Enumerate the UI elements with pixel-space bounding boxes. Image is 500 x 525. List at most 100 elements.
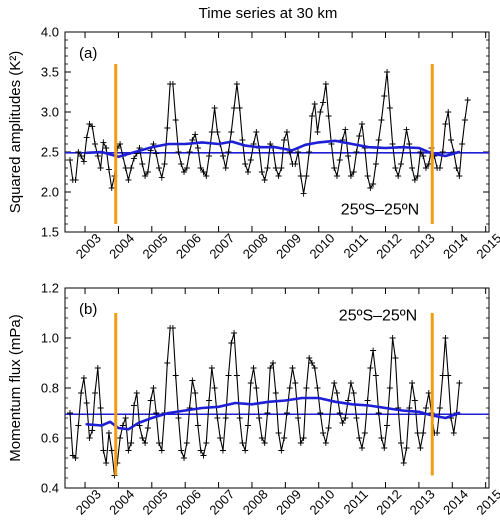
monthly-point bbox=[356, 133, 363, 139]
monthly-point bbox=[347, 380, 354, 386]
plot-frame bbox=[64, 31, 490, 233]
monthly-point bbox=[456, 380, 463, 386]
monthly-point bbox=[420, 430, 427, 436]
x-tick-label: 2008 bbox=[240, 231, 271, 262]
monthly-point bbox=[211, 385, 218, 391]
x-tick-label: 2011 bbox=[341, 487, 371, 517]
y-tick-label: 1.2 bbox=[41, 281, 59, 296]
monthly-point bbox=[367, 365, 374, 371]
monthly-point bbox=[270, 360, 277, 366]
monthly-point bbox=[203, 173, 210, 179]
x-tick-label: 2008 bbox=[240, 487, 271, 518]
monthly-point bbox=[320, 430, 327, 436]
monthly-point bbox=[420, 153, 427, 159]
monthly-point bbox=[244, 169, 251, 175]
x-tick-label: 2009 bbox=[273, 487, 304, 518]
monthly-point bbox=[158, 447, 165, 454]
monthly-point bbox=[83, 134, 90, 141]
monthly-point bbox=[142, 173, 149, 179]
monthly-point bbox=[375, 137, 382, 143]
monthly-point bbox=[409, 165, 416, 171]
monthly-point bbox=[208, 365, 215, 371]
x-tick-label: 2003 bbox=[73, 231, 104, 262]
region-annotation: 25ºS–25ºN bbox=[339, 308, 417, 325]
monthly-point bbox=[317, 410, 324, 416]
monthly-point bbox=[175, 415, 182, 421]
monthly-point bbox=[100, 139, 107, 146]
monthly-point bbox=[169, 325, 176, 331]
monthly-point bbox=[331, 165, 338, 171]
monthly-point bbox=[139, 161, 146, 167]
x-tick-label: 2013 bbox=[407, 231, 438, 262]
monthly-point bbox=[139, 435, 146, 441]
monthly-point bbox=[384, 69, 391, 75]
plot-frame bbox=[64, 287, 490, 489]
x-tick-label: 2012 bbox=[373, 231, 404, 262]
monthly-point bbox=[283, 410, 290, 416]
monthly-point bbox=[375, 410, 382, 416]
y-tick-label: 0.4 bbox=[41, 481, 59, 496]
monthly-point bbox=[258, 435, 265, 441]
monthly-point bbox=[69, 452, 76, 459]
monthly-point bbox=[306, 149, 313, 155]
x-tick-label: 2006 bbox=[173, 231, 204, 262]
monthly-point bbox=[72, 177, 79, 183]
monthly-point bbox=[105, 430, 112, 436]
monthly-point bbox=[203, 440, 210, 446]
monthly-point bbox=[222, 165, 229, 171]
monthly-point bbox=[403, 126, 410, 133]
monthly-point bbox=[278, 447, 285, 454]
x-tick-label: 2005 bbox=[140, 231, 171, 262]
monthly-point bbox=[258, 169, 265, 175]
monthly-point bbox=[308, 360, 315, 366]
x-tick-label: 2004 bbox=[106, 231, 137, 262]
monthly-point bbox=[367, 185, 374, 191]
monthly-point bbox=[253, 129, 260, 135]
monthly-point bbox=[103, 145, 110, 151]
monthly-point bbox=[156, 165, 163, 171]
monthly-point bbox=[100, 447, 107, 454]
x-tick-label: 2014 bbox=[440, 487, 471, 518]
monthly-point bbox=[289, 365, 296, 371]
monthly-point bbox=[158, 174, 165, 181]
monthly-point bbox=[378, 117, 385, 123]
monthly-point bbox=[281, 137, 288, 143]
monthly-point bbox=[392, 355, 399, 361]
monthly-point bbox=[386, 105, 393, 111]
y-tick-label: 1.0 bbox=[41, 331, 59, 346]
monthly-point bbox=[178, 447, 185, 454]
monthly-point bbox=[89, 427, 96, 434]
monthly-point bbox=[361, 430, 368, 436]
running-mean-line bbox=[85, 139, 461, 159]
monthly-point bbox=[147, 397, 154, 404]
monthly-point bbox=[461, 117, 468, 123]
monthly-point bbox=[414, 430, 421, 436]
monthly-point bbox=[97, 165, 104, 171]
monthly-point bbox=[83, 400, 90, 406]
running-mean-line bbox=[85, 396, 461, 431]
monthly-point bbox=[125, 177, 132, 183]
monthly-point bbox=[303, 173, 310, 179]
monthly-point bbox=[392, 165, 399, 171]
monthly-point bbox=[75, 149, 82, 155]
monthly-point bbox=[189, 377, 196, 384]
monthly-point bbox=[275, 430, 282, 436]
monthly-point bbox=[314, 385, 321, 391]
monthly-point bbox=[130, 402, 137, 409]
monthly-point bbox=[92, 390, 99, 396]
monthly-point bbox=[322, 440, 329, 446]
monthly-point bbox=[264, 410, 271, 416]
x-tick-label: 2006 bbox=[173, 487, 204, 518]
monthly-point bbox=[417, 445, 424, 451]
monthly-series-line bbox=[69, 71, 469, 194]
monthly-point bbox=[292, 161, 299, 167]
monthly-point bbox=[189, 137, 196, 143]
monthly-point bbox=[247, 380, 254, 386]
monthly-point bbox=[342, 415, 349, 421]
monthly-point bbox=[336, 410, 343, 416]
y-tick-label: 1.5 bbox=[41, 225, 59, 240]
monthly-point bbox=[370, 181, 377, 187]
monthly-point bbox=[80, 375, 87, 381]
